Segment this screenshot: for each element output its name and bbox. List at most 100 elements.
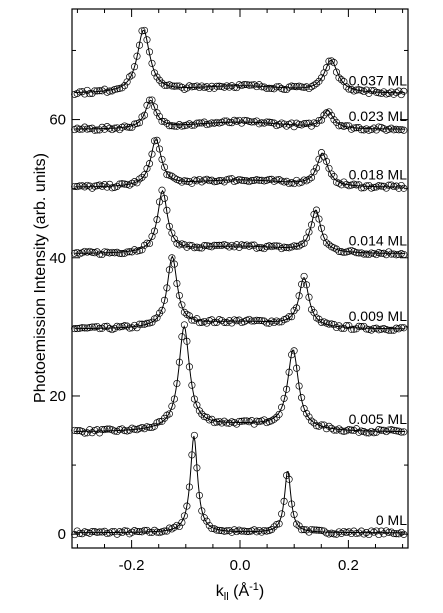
data-point	[188, 451, 196, 459]
data-point	[130, 120, 139, 128]
data-point	[400, 428, 408, 436]
data-point	[126, 73, 134, 81]
data-point	[150, 422, 159, 430]
data-point	[76, 88, 84, 96]
data-point	[180, 308, 188, 316]
data-point	[280, 394, 288, 402]
data-point	[140, 526, 149, 534]
data-point	[253, 316, 261, 324]
data-point	[210, 419, 218, 427]
data-point	[160, 194, 169, 202]
data-point	[360, 250, 368, 258]
data-point	[210, 241, 218, 249]
data-point	[248, 81, 256, 89]
data-point	[295, 120, 303, 128]
data-point	[101, 426, 109, 434]
data-point	[285, 368, 293, 376]
data-point	[273, 83, 281, 91]
data-point	[395, 126, 403, 134]
data-point	[382, 251, 390, 259]
data-point	[312, 79, 321, 88]
data-point	[168, 402, 176, 410]
data-point	[153, 136, 161, 144]
data-point	[255, 526, 263, 535]
data-point	[302, 83, 311, 91]
data-point	[340, 248, 348, 257]
data-point	[278, 403, 286, 411]
data-point	[86, 182, 94, 190]
data-point	[325, 320, 333, 328]
data-point	[178, 122, 186, 130]
data-point	[285, 475, 293, 483]
data-point	[332, 530, 341, 538]
data-point	[208, 82, 216, 90]
data-point	[155, 145, 164, 153]
data-point	[290, 307, 298, 315]
data-point	[71, 531, 79, 539]
x-axis-title-main: k	[216, 583, 225, 600]
data-point	[245, 81, 253, 89]
data-point	[293, 364, 301, 372]
data-point	[225, 527, 233, 535]
data-point	[111, 528, 119, 536]
data-point	[250, 81, 258, 89]
data-point	[400, 184, 408, 192]
data-point	[382, 428, 390, 436]
x-axis-title-close: )	[259, 583, 264, 600]
data-point	[278, 510, 286, 518]
data-point	[327, 170, 336, 178]
data-point	[118, 528, 126, 537]
data-point	[78, 530, 86, 538]
data-point	[377, 249, 385, 258]
data-point	[213, 526, 221, 534]
data-point	[106, 249, 114, 257]
data-point	[400, 530, 408, 538]
data-point	[170, 395, 178, 403]
data-point	[300, 272, 308, 280]
data-point	[360, 184, 368, 192]
data-point	[293, 176, 301, 184]
data-point	[238, 527, 246, 535]
data-point	[392, 251, 400, 259]
data-point	[203, 319, 211, 327]
data-point	[357, 427, 365, 435]
data-point	[340, 427, 348, 435]
series-label: 0.005 ML	[349, 411, 408, 427]
data-point	[310, 81, 318, 89]
data-point	[228, 175, 236, 183]
data-point	[298, 394, 306, 402]
data-point	[288, 119, 296, 127]
data-point	[307, 417, 316, 425]
x-tick-label: -0.2	[119, 557, 145, 574]
data-point	[275, 318, 283, 326]
data-point	[392, 125, 400, 133]
data-point	[190, 121, 198, 129]
data-point	[240, 177, 248, 185]
data-point	[265, 175, 273, 183]
data-point	[253, 176, 261, 184]
data-point	[337, 529, 346, 537]
data-point	[111, 324, 119, 333]
data-point	[240, 241, 248, 250]
data-point	[305, 228, 313, 236]
data-point	[228, 119, 236, 127]
data-point	[190, 244, 198, 252]
data-point	[352, 529, 360, 538]
data-point	[288, 500, 296, 508]
data-point	[330, 116, 338, 124]
data-point	[160, 296, 169, 304]
data-point	[345, 528, 353, 536]
data-point	[143, 239, 151, 247]
data-point	[315, 155, 323, 163]
data-point	[198, 507, 206, 515]
data-point	[290, 347, 298, 355]
data-point	[98, 426, 106, 434]
data-point	[223, 419, 231, 427]
data-point	[111, 124, 119, 132]
data-point	[168, 122, 176, 130]
data-point	[148, 528, 156, 536]
data-point	[228, 82, 236, 90]
data-point	[78, 427, 86, 435]
data-point	[310, 168, 318, 176]
data-point	[268, 175, 276, 183]
